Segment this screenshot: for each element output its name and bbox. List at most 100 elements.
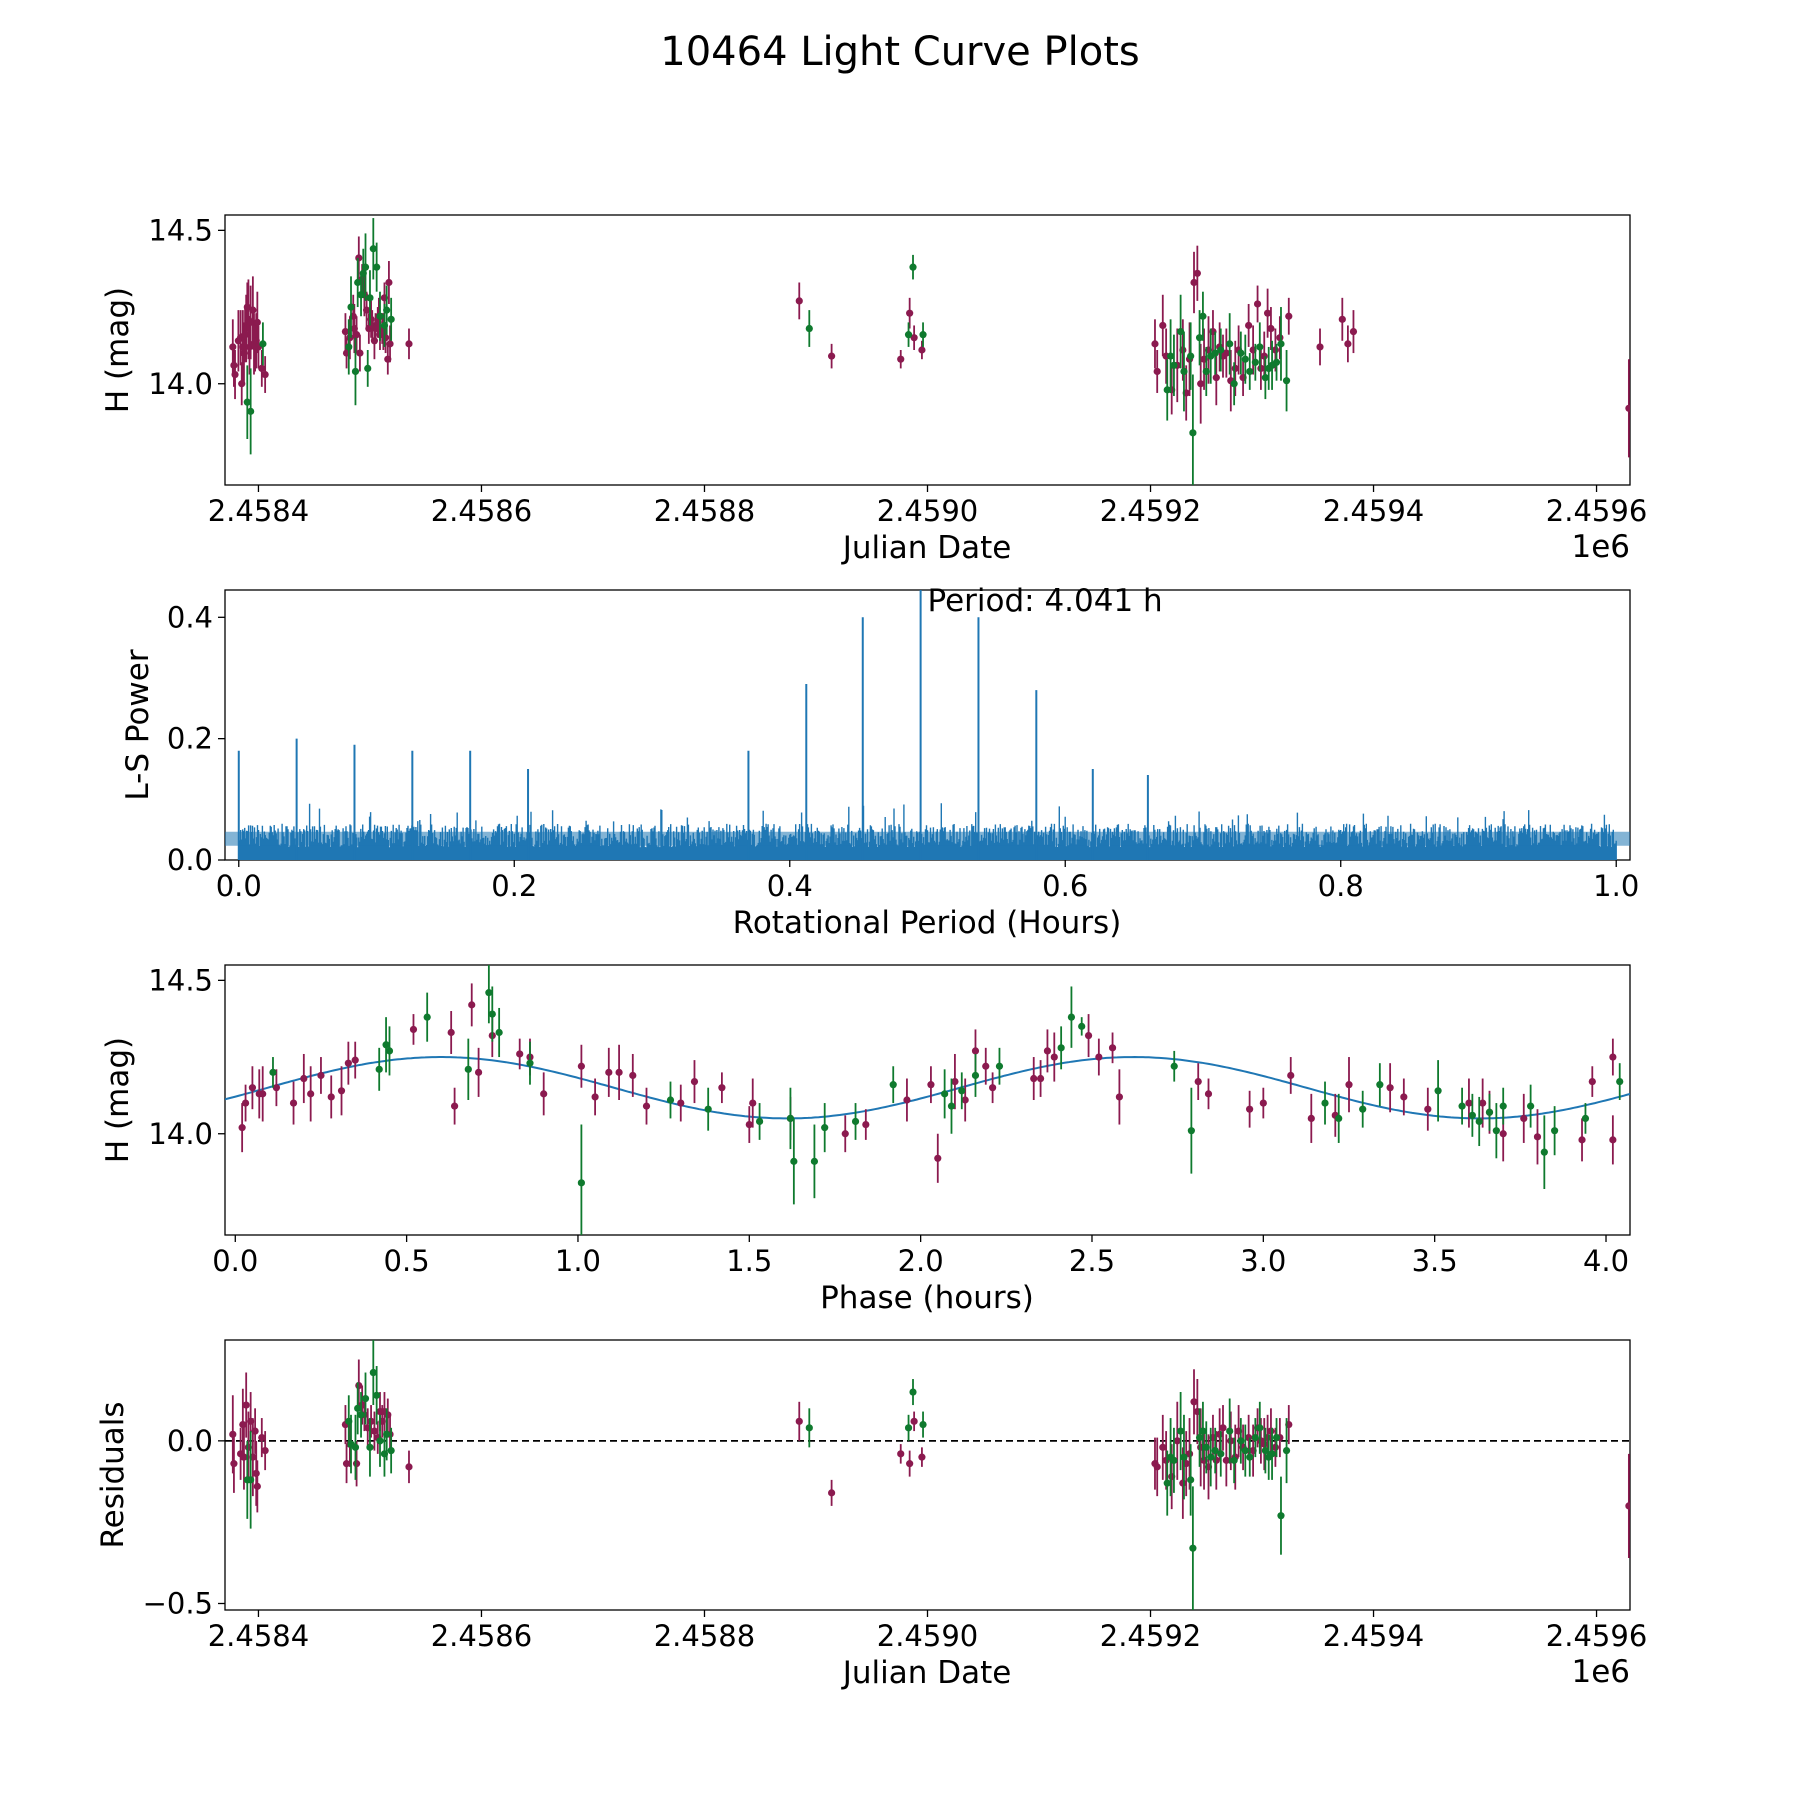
lightcurve-point (363, 306, 371, 314)
phased-point (934, 1154, 942, 1162)
periodogram-xtick-label: 0.6 (1042, 869, 1088, 903)
lightcurve-point (1163, 386, 1171, 394)
residuals-axes-frame (224, 1339, 1631, 1611)
lightcurve-point (369, 245, 377, 253)
lightcurve-point (1226, 340, 1234, 348)
lightcurve-point (370, 337, 379, 345)
phased-xtick-label: 2.0 (898, 1244, 944, 1278)
periodogram-xtick-label: 0.0 (216, 869, 262, 903)
phased-xtick-label: 1.0 (555, 1244, 601, 1278)
lightcurve-point (1237, 349, 1245, 357)
lightcurve-point (259, 340, 267, 348)
phased-point (1335, 1114, 1343, 1123)
lightcurve-ytick-label: 14.0 (148, 367, 213, 401)
residuals-point (1277, 1512, 1285, 1520)
phased-point (749, 1099, 757, 1107)
phased-point (1307, 1114, 1315, 1123)
phased-point (718, 1084, 726, 1092)
phased-axes-frame (224, 964, 1631, 1236)
phased-point (526, 1059, 534, 1067)
phased-xtick-label: 0.0 (212, 1244, 258, 1278)
residuals-ylabel: Residuals (95, 1401, 131, 1548)
lightcurve-point (805, 324, 813, 333)
periodogram-xtick-label: 0.4 (767, 869, 813, 903)
lightcurve-offset-label: 1e6 (1571, 529, 1630, 565)
phased-point (1078, 1022, 1086, 1030)
phased-point (409, 1025, 418, 1034)
residuals-point (383, 1430, 391, 1438)
periodogram-ylabel: L-S Power (120, 649, 156, 800)
residuals-point (1226, 1427, 1234, 1435)
phased-point (841, 1130, 849, 1138)
residuals-point (805, 1424, 813, 1432)
lightcurve-point (1267, 324, 1275, 333)
lightcurve-point (229, 343, 237, 351)
phased-point (238, 1124, 246, 1132)
lightcurve-point (1251, 358, 1259, 366)
phased-point (951, 1077, 959, 1086)
residuals-point (405, 1463, 413, 1471)
phased-point (468, 1001, 476, 1009)
phased-point (1533, 1133, 1542, 1141)
phased-point (745, 1120, 753, 1129)
lightcurve-point (373, 263, 381, 271)
phased-point (1434, 1087, 1442, 1095)
residuals-point (369, 1368, 377, 1377)
lightcurve-ylabel: H (mag) (100, 287, 136, 413)
lightcurve-point (261, 370, 269, 379)
residuals-point (1189, 1544, 1197, 1552)
lightcurve-point (1217, 346, 1225, 354)
residuals-xtick-label: 2.4592 (1100, 1619, 1201, 1653)
residuals-point (1241, 1447, 1249, 1455)
phased-point (1527, 1102, 1535, 1110)
lightcurve-xtick-label: 2.4586 (431, 494, 532, 528)
lightcurve-point (356, 349, 364, 357)
residuals-point (1222, 1456, 1230, 1464)
lightcurve-point (247, 407, 255, 415)
phased-point (1468, 1111, 1476, 1119)
phased-ylabel: H (mag) (100, 1037, 136, 1163)
lightcurve-point (1195, 334, 1204, 342)
lightcurve-point (1193, 269, 1201, 277)
residuals-point (1173, 1437, 1181, 1445)
lightcurve-point (1316, 343, 1324, 351)
lightcurve-point (918, 346, 926, 354)
periodogram-plot-area (225, 590, 1630, 860)
lightcurve-point (376, 312, 384, 320)
lightcurve-point (352, 331, 361, 339)
phased-point (1581, 1114, 1590, 1123)
phased-point (259, 1090, 267, 1098)
phased-point (300, 1074, 308, 1083)
residuals-point (1261, 1447, 1269, 1455)
phased-ytick-label: 14.0 (148, 1117, 213, 1151)
lightcurve-axes-frame (224, 214, 1631, 486)
phased-point (629, 1071, 637, 1080)
residuals-panel: Julian Date Residuals 1e6 2.4584 2.4586 2.… (95, 1339, 1647, 1691)
phased-point (317, 1071, 325, 1080)
phased-point (642, 1102, 651, 1110)
phased-point (1050, 1053, 1058, 1061)
lightcurve-point (1177, 327, 1185, 336)
lightcurve-point (1625, 404, 1630, 412)
phased-point (272, 1084, 281, 1092)
residuals-xlabel: Julian Date (841, 1655, 1012, 1691)
residuals-point (1199, 1427, 1207, 1435)
residuals-point (1195, 1433, 1204, 1442)
phased-point (1485, 1108, 1494, 1116)
residuals-point (261, 1447, 269, 1455)
residuals-point (795, 1417, 803, 1425)
phased-point (1616, 1077, 1624, 1086)
residuals-point (1282, 1447, 1291, 1455)
residuals-point (366, 1443, 374, 1451)
phased-point (903, 1096, 911, 1104)
residuals-point (1170, 1456, 1178, 1464)
residuals-ytick-label: 0.0 (167, 1424, 213, 1458)
residuals-point (1246, 1453, 1254, 1461)
lightcurve-point (906, 309, 914, 317)
lightcurve-point (253, 318, 261, 326)
phased-point (1187, 1127, 1195, 1135)
lightcurve-point (381, 334, 390, 342)
lightcurve-point (258, 364, 266, 373)
residuals-point (1211, 1447, 1219, 1455)
phased-xtick-label: 1.5 (726, 1244, 772, 1278)
